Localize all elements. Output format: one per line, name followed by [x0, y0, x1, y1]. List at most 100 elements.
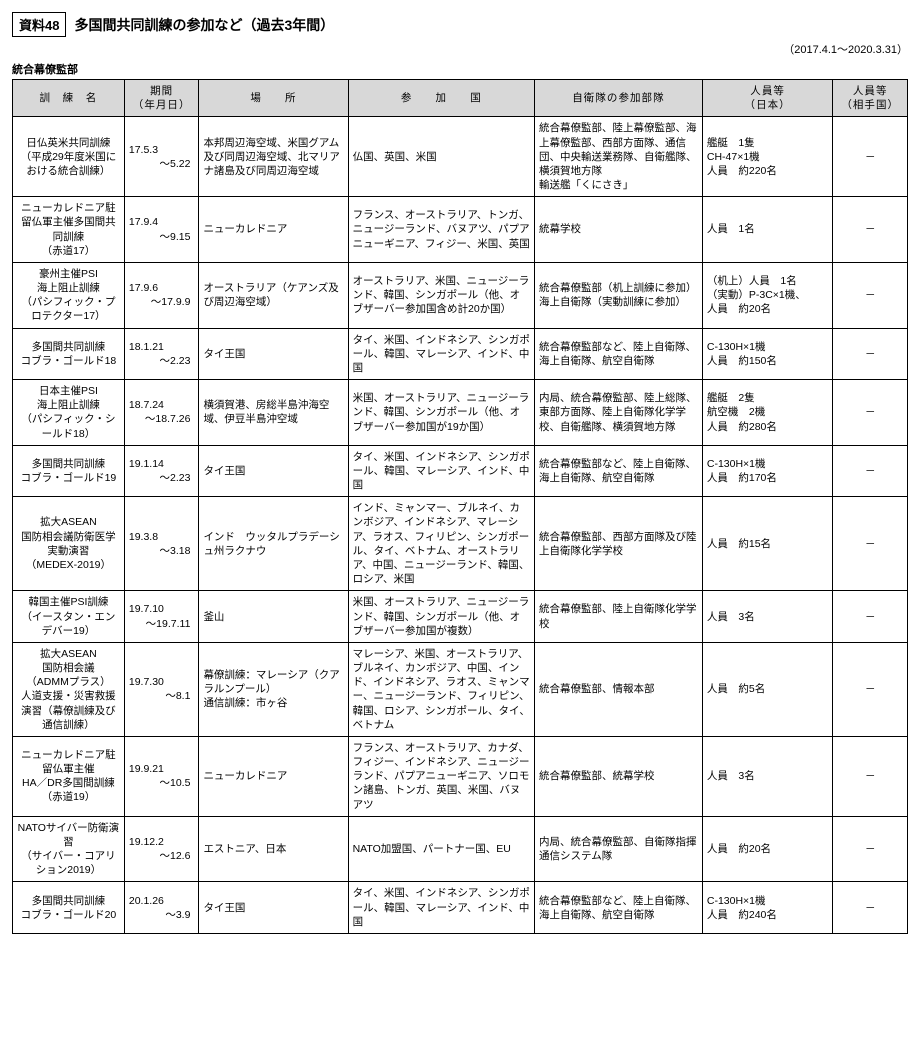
department-subhead: 統合幕僚監部 — [12, 61, 908, 77]
table-cell: 横須賀港、房総半島沖海空域、伊豆半島沖空域 — [199, 380, 348, 446]
table-cell: 17.5.3～5.22 — [124, 117, 199, 197]
table-cell: 20.1.26～3.9 — [124, 882, 199, 934]
table-cell: 19.9.21～10.5 — [124, 736, 199, 816]
table-cell: ニューカレドニア — [199, 197, 348, 263]
table-cell: 17.9.4～9.15 — [124, 197, 199, 263]
document-title: 多国間共同訓練の参加など（過去3年間） — [74, 15, 334, 35]
table-cell: NATO加盟国、パートナー国、EU — [348, 816, 534, 882]
column-header: 自衛隊の参加部隊 — [535, 80, 703, 117]
table-cell: 韓国主催PSI訓練（イースタン・エンデバー19） — [13, 591, 125, 643]
table-cell: 18.7.24～18.7.26 — [124, 380, 199, 446]
table-row: ニューカレドニア駐留仏軍主催HA／DR多国間訓練（赤道19）19.9.21～10… — [13, 736, 908, 816]
table-cell: － — [833, 117, 908, 197]
table-cell: フランス、オーストラリア、カナダ、フィジー、インドネシア、ニュージーランド、パプ… — [348, 736, 534, 816]
table-cell: 多国間共同訓練コブラ・ゴールド18 — [13, 328, 125, 380]
table-row: NATOサイバー防衛演習（サイバー・コアリション2019）19.12.2～12.… — [13, 816, 908, 882]
table-cell: タイ王国 — [199, 882, 348, 934]
table-cell: タイ、米国、インドネシア、シンガポール、韓国、マレーシア、インド、中国 — [348, 882, 534, 934]
table-cell: 18.1.21～2.23 — [124, 328, 199, 380]
table-cell: 人員 約20名 — [702, 816, 833, 882]
table-row: 多国間共同訓練コブラ・ゴールド1919.1.14～2.23タイ王国タイ、米国、イ… — [13, 445, 908, 497]
column-header: 場 所 — [199, 80, 348, 117]
table-cell: 統合幕僚監部、情報本部 — [535, 642, 703, 736]
table-cell: （机上）人員 1名（実動）P-3C×1機、人員 約20名 — [702, 262, 833, 328]
table-cell: 釜山 — [199, 591, 348, 643]
table-cell: C-130H×1機人員 約170名 — [702, 445, 833, 497]
table-cell: 艦艇 1隻CH-47×1機人員 約220名 — [702, 117, 833, 197]
table-cell: 拡大ASEAN国防相会議防衛医学実動演習（MEDEX-2019） — [13, 497, 125, 591]
table-cell: 統合幕僚監部など、陸上自衛隊、海上自衛隊、航空自衛隊 — [535, 328, 703, 380]
table-cell: 内局、統合幕僚監部、陸上総隊、東部方面隊、陸上自衛隊化学学校、自衛艦隊、横須賀地… — [535, 380, 703, 446]
table-cell: 統合幕僚監部（机上訓練に参加）海上自衛隊（実動訓練に参加） — [535, 262, 703, 328]
table-cell: － — [833, 642, 908, 736]
table-cell: 日本主催PSI海上阻止訓練（パシフィック・シールド18） — [13, 380, 125, 446]
table-cell: － — [833, 197, 908, 263]
table-row: 日仏英米共同訓練（平成29年度米国における統合訓練）17.5.3～5.22本邦周… — [13, 117, 908, 197]
table-cell: 19.7.10～19.7.11 — [124, 591, 199, 643]
table-cell: 19.1.14～2.23 — [124, 445, 199, 497]
table-cell: － — [833, 445, 908, 497]
table-cell: 統合幕僚監部など、陸上自衛隊、海上自衛隊、航空自衛隊 — [535, 445, 703, 497]
table-cell: － — [833, 380, 908, 446]
table-row: 拡大ASEAN国防相会議防衛医学実動演習（MEDEX-2019）19.3.8～3… — [13, 497, 908, 591]
table-cell: 統合幕僚監部など、陸上自衛隊、海上自衛隊、航空自衛隊 — [535, 882, 703, 934]
column-header: 参 加 国 — [348, 80, 534, 117]
table-cell: 統合幕僚監部、西部方面隊及び陸上自衛隊化学学校 — [535, 497, 703, 591]
table-cell: タイ王国 — [199, 328, 348, 380]
reference-number: 資料48 — [12, 12, 66, 37]
table-cell: インド ウッタルプラデーシュ州ラクナウ — [199, 497, 348, 591]
table-cell: ニューカレドニア — [199, 736, 348, 816]
table-cell: 内局、統合幕僚監部、自衛隊指揮通信システム隊 — [535, 816, 703, 882]
table-cell: 米国、オーストラリア、ニュージーランド、韓国、シンガポール（他、オブザーバー参加… — [348, 380, 534, 446]
table-cell: 仏国、英国、米国 — [348, 117, 534, 197]
table-cell: － — [833, 591, 908, 643]
table-cell: 豪州主催PSI海上阻止訓練（パシフィック・プロテクター17） — [13, 262, 125, 328]
table-cell: オーストラリア（ケアンズ及び周辺海空域） — [199, 262, 348, 328]
table-cell: オーストラリア、米国、ニュージーランド、韓国、シンガポール（他、オブザーバー参加… — [348, 262, 534, 328]
table-cell: － — [833, 328, 908, 380]
table-cell: 人員 3名 — [702, 591, 833, 643]
table-cell: NATOサイバー防衛演習（サイバー・コアリション2019） — [13, 816, 125, 882]
table-cell: ニューカレドニア駐留仏軍主催HA／DR多国間訓練（赤道19） — [13, 736, 125, 816]
table-cell: 本邦周辺海空域、米国グアム及び同周辺海空域、北マリアナ諸島及び同周辺海空域 — [199, 117, 348, 197]
exercises-table: 訓 練 名期間（年月日）場 所参 加 国自衛隊の参加部隊人員等（日本）人員等（相… — [12, 79, 908, 934]
table-cell: － — [833, 497, 908, 591]
table-cell: － — [833, 882, 908, 934]
table-row: 多国間共同訓練コブラ・ゴールド2020.1.26～3.9タイ王国タイ、米国、イン… — [13, 882, 908, 934]
table-cell: 米国、オーストラリア、ニュージーランド、韓国、シンガポール（他、オブザーバー参加… — [348, 591, 534, 643]
table-cell: 17.9.6～17.9.9 — [124, 262, 199, 328]
table-cell: タイ王国 — [199, 445, 348, 497]
document-header: 資料48 多国間共同訓練の参加など（過去3年間） — [12, 12, 908, 37]
column-header: 訓 練 名 — [13, 80, 125, 117]
table-cell: 19.3.8～3.18 — [124, 497, 199, 591]
table-cell: フランス、オーストラリア、トンガ、ニュージーランド、バヌアツ、パプアニューギニア… — [348, 197, 534, 263]
table-row: 拡大ASEAN国防相会議（ADMMプラス）人道支援・災害救援演習（幕僚訓練及び通… — [13, 642, 908, 736]
table-cell: 艦艇 2隻航空機 2機人員 約280名 — [702, 380, 833, 446]
table-cell: C-130H×1機人員 約240名 — [702, 882, 833, 934]
table-body: 日仏英米共同訓練（平成29年度米国における統合訓練）17.5.3～5.22本邦周… — [13, 117, 908, 934]
table-cell: 19.7.30～8.1 — [124, 642, 199, 736]
table-cell: 幕僚訓練：マレーシア（クアラルンプール）通信訓練：市ヶ谷 — [199, 642, 348, 736]
table-header: 訓 練 名期間（年月日）場 所参 加 国自衛隊の参加部隊人員等（日本）人員等（相… — [13, 80, 908, 117]
table-cell: エストニア、日本 — [199, 816, 348, 882]
table-row: ニューカレドニア駐留仏軍主催多国間共同訓練（赤道17）17.9.4～9.15ニュ… — [13, 197, 908, 263]
column-header: 期間（年月日） — [124, 80, 199, 117]
date-range: （2017.4.1～2020.3.31） — [12, 41, 908, 57]
table-cell: 人員 約5名 — [702, 642, 833, 736]
table-cell: ニューカレドニア駐留仏軍主催多国間共同訓練（赤道17） — [13, 197, 125, 263]
table-cell: C-130H×1機人員 約150名 — [702, 328, 833, 380]
table-cell: 人員 3名 — [702, 736, 833, 816]
table-row: 日本主催PSI海上阻止訓練（パシフィック・シールド18）18.7.24～18.7… — [13, 380, 908, 446]
table-cell: 人員 約15名 — [702, 497, 833, 591]
table-cell: 日仏英米共同訓練（平成29年度米国における統合訓練） — [13, 117, 125, 197]
table-cell: 拡大ASEAN国防相会議（ADMMプラス）人道支援・災害救援演習（幕僚訓練及び通… — [13, 642, 125, 736]
column-header: 人員等（日本） — [702, 80, 833, 117]
table-row: 多国間共同訓練コブラ・ゴールド1818.1.21～2.23タイ王国タイ、米国、イ… — [13, 328, 908, 380]
table-cell: 統合幕僚監部、陸上幕僚監部、海上幕僚監部、西部方面隊、通信団、中央輸送業務隊、自… — [535, 117, 703, 197]
table-cell: インド、ミャンマー、ブルネイ、カンボジア、インドネシア、マレーシア、ラオス、フィ… — [348, 497, 534, 591]
table-cell: 19.12.2～12.6 — [124, 816, 199, 882]
table-cell: 統幕学校 — [535, 197, 703, 263]
column-header: 人員等（相手国） — [833, 80, 908, 117]
table-cell: 多国間共同訓練コブラ・ゴールド19 — [13, 445, 125, 497]
table-row: 韓国主催PSI訓練（イースタン・エンデバー19）19.7.10～19.7.11釜… — [13, 591, 908, 643]
